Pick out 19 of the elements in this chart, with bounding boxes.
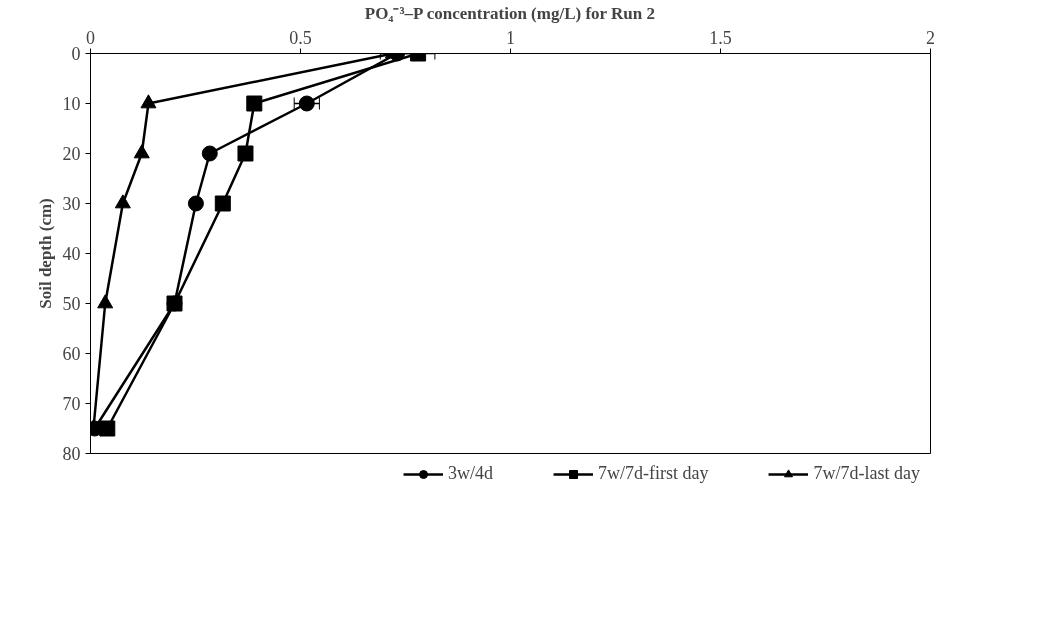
x-tick-label: 0 <box>86 27 95 48</box>
x-tick-label: 1.5 <box>709 27 732 48</box>
y-tick-label: 0 <box>71 44 81 64</box>
y-tick-label: 20 <box>62 144 81 164</box>
y-tick-label: 10 <box>62 94 81 114</box>
y-tick-label: 50 <box>62 294 81 314</box>
y-tick-label: 70 <box>62 394 81 414</box>
x-tick-label: 0.5 <box>289 27 312 48</box>
legend-label: 7w/7d-last day <box>813 463 920 484</box>
y-tick-label: 80 <box>62 444 81 464</box>
y-tick-label: 60 <box>62 344 81 364</box>
y-axis-title: Soil depth (cm) <box>35 198 55 309</box>
legend-label: 7w/7d-first day <box>598 463 709 484</box>
x-tick-label: 1 <box>506 27 515 48</box>
x-axis-title: PO₄⁻³–P concentration (mg/L) for Run 2 <box>364 3 655 23</box>
y-tick-label: 30 <box>62 194 81 214</box>
x-tick-label: 2 <box>926 27 935 48</box>
y-tick-label: 40 <box>62 244 81 264</box>
legend-label: 3w/4d <box>448 463 494 484</box>
